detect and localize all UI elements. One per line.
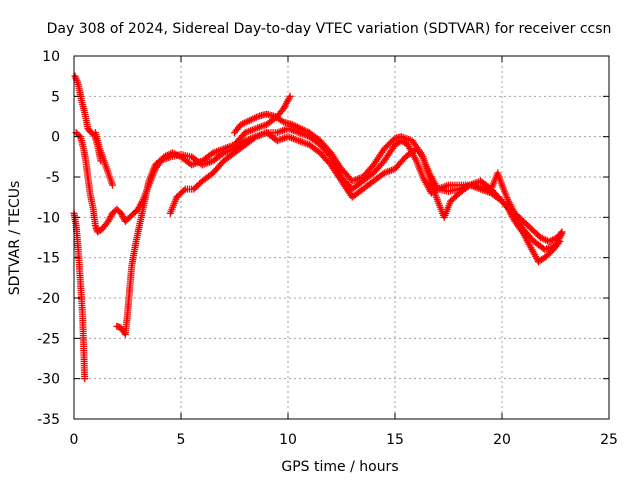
plot-frame	[73, 55, 610, 420]
y-tick-label: -15	[37, 251, 60, 267]
y-tick-label: 5	[51, 89, 60, 105]
x-tick-label: 25	[600, 432, 618, 448]
data-point	[382, 143, 390, 151]
y-tick-label: -20	[37, 291, 60, 307]
data-point	[558, 228, 566, 236]
data-point	[385, 140, 393, 148]
x-tick-label: 15	[386, 432, 404, 448]
y-tick-label: -10	[37, 210, 60, 226]
data-point	[380, 145, 388, 153]
y-tick-label: -5	[46, 170, 60, 186]
series-track-1	[70, 209, 89, 383]
y-tick-label: -35	[37, 412, 60, 428]
x-axis-label: GPS time / hours	[281, 459, 398, 475]
chart-title: Day 308 of 2024, Sidereal Day-to-day VTE…	[47, 21, 612, 37]
data-points	[70, 72, 566, 383]
data-point	[557, 229, 565, 237]
series-track-4	[91, 129, 117, 189]
data-point	[388, 137, 396, 145]
axis-ticks: 0 5 10 15 20 25 10 5 0 -5 -10 -15 -20 -25 -30 -35	[37, 49, 618, 448]
x-tick-label: 0	[70, 432, 79, 448]
data-point	[81, 375, 89, 383]
y-tick-label: 10	[42, 49, 60, 65]
y-axis-label: SDTVAR / TECUs	[7, 181, 23, 296]
data-point	[180, 186, 188, 194]
data-point	[383, 142, 391, 150]
data-point	[109, 181, 117, 189]
y-tick-label: 0	[51, 130, 60, 146]
y-tick-label: -30	[37, 372, 60, 388]
data-point	[286, 92, 294, 100]
y-tick-label: -25	[37, 331, 60, 347]
data-point	[556, 238, 564, 246]
x-tick-label: 10	[279, 432, 297, 448]
data-point	[386, 139, 394, 147]
x-tick-label: 20	[493, 432, 511, 448]
series-track-7	[231, 110, 566, 246]
data-point	[554, 239, 562, 247]
x-tick-label: 5	[177, 432, 186, 448]
